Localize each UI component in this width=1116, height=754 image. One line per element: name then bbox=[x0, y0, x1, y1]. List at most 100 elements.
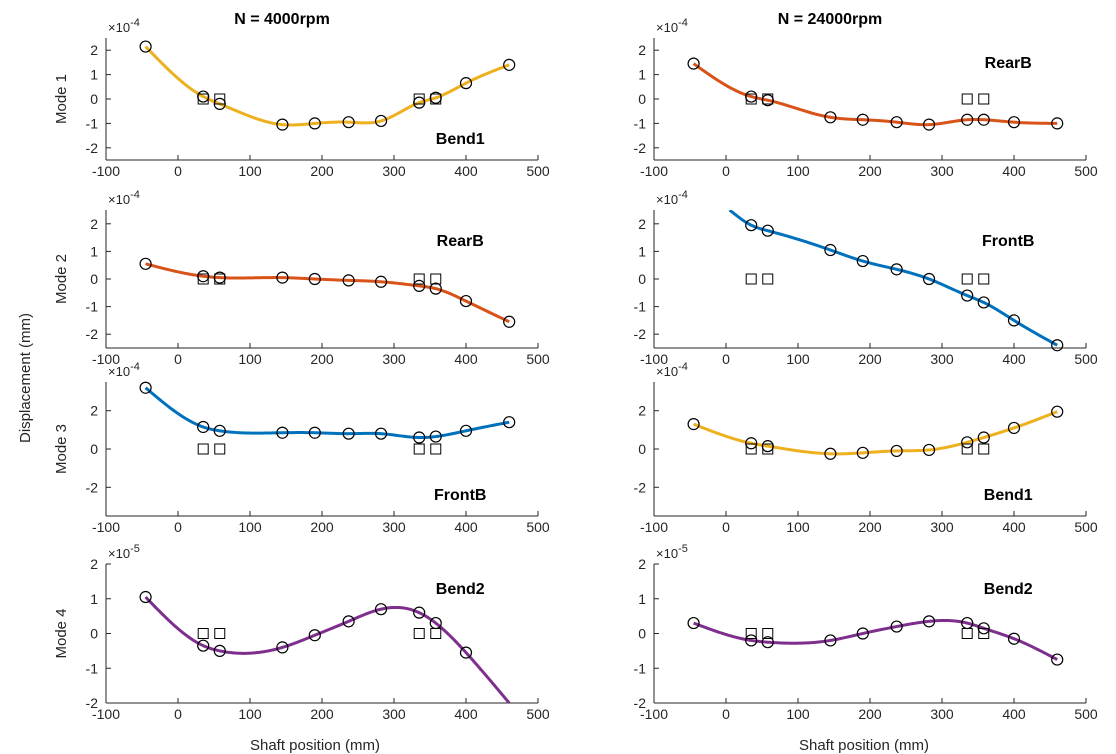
circle-marker bbox=[429, 282, 442, 295]
circle-marker bbox=[856, 446, 869, 459]
row-label: Mode 4 bbox=[53, 608, 70, 658]
x-tick-label: 500 bbox=[526, 706, 550, 722]
square-marker bbox=[961, 443, 973, 455]
circle-marker bbox=[308, 272, 321, 286]
subplot-4000rpm-mode1: -100 0 100 200 300 400 500 -2 -1 0 1 2 ×10-4 Mode 1 N … bbox=[53, 11, 550, 179]
circle-marker bbox=[139, 590, 152, 604]
circle-marker bbox=[824, 243, 837, 257]
y-tick-label: 1 bbox=[90, 591, 98, 607]
circle-marker bbox=[197, 639, 210, 652]
y-tick-label: -1 bbox=[634, 660, 647, 676]
y-tick-label: -2 bbox=[86, 140, 99, 156]
circle-marker bbox=[429, 430, 442, 443]
x-tick-label: 400 bbox=[454, 706, 478, 722]
subplot-24000rpm-mode3: -100 0 100 200 300 400 500 -2 0 2 ×10-4 Bend1 bbox=[634, 361, 1098, 535]
y-tick-label: 1 bbox=[638, 243, 646, 259]
column-title: N = 4000rpm bbox=[234, 11, 330, 28]
x-tick-label: -100 bbox=[92, 351, 120, 367]
x-tick-label: 300 bbox=[382, 519, 406, 535]
circle-marker bbox=[139, 40, 152, 53]
circle-marker bbox=[459, 77, 473, 90]
circle-marker bbox=[922, 615, 936, 628]
circle-marker bbox=[977, 113, 990, 126]
x-tick-label: 200 bbox=[858, 519, 882, 535]
x-tick-label: 100 bbox=[238, 351, 262, 367]
square-marker bbox=[961, 93, 973, 105]
circle-marker bbox=[856, 113, 869, 126]
circle-marker bbox=[824, 447, 837, 460]
x-tick-label: 100 bbox=[786, 351, 810, 367]
x-tick-label: 200 bbox=[310, 519, 334, 535]
y-tick-label: 0 bbox=[638, 91, 646, 107]
circle-marker bbox=[856, 627, 869, 640]
circle-marker bbox=[503, 416, 516, 429]
x-tick-label: 400 bbox=[454, 163, 478, 179]
y-exponent-label: ×10-4 bbox=[108, 17, 140, 35]
circle-marker bbox=[276, 118, 289, 131]
x-tick-label: 300 bbox=[930, 706, 954, 722]
circle-marker bbox=[961, 616, 974, 630]
mode-annotation: FrontB bbox=[434, 487, 486, 504]
x-tick-label: 0 bbox=[174, 351, 182, 367]
square-marker bbox=[430, 443, 442, 455]
series-line-rearb bbox=[145, 262, 510, 324]
circle-marker bbox=[761, 224, 774, 237]
circle-marker bbox=[342, 615, 355, 628]
circle-marker bbox=[374, 275, 388, 288]
circle-marker bbox=[374, 427, 388, 440]
circle-marker bbox=[922, 272, 936, 286]
mode-annotation: Bend2 bbox=[984, 581, 1033, 598]
x-tick-label: 400 bbox=[1002, 163, 1026, 179]
circle-marker bbox=[413, 96, 426, 109]
y-tick-label: 2 bbox=[90, 403, 98, 419]
circle-marker bbox=[342, 427, 355, 440]
figure-ylabel: Displacement (mm) bbox=[17, 313, 34, 443]
circle-marker bbox=[413, 279, 426, 292]
circle-marker bbox=[856, 254, 869, 268]
circle-marker bbox=[890, 263, 903, 276]
circle-marker bbox=[745, 219, 758, 232]
square-marker bbox=[978, 443, 990, 455]
y-tick-label: 0 bbox=[90, 441, 98, 457]
circle-marker bbox=[197, 420, 210, 434]
square-marker bbox=[214, 93, 226, 105]
y-tick-label: 2 bbox=[90, 216, 98, 232]
y-tick-label: 0 bbox=[90, 91, 98, 107]
x-tick-label: 200 bbox=[858, 706, 882, 722]
y-tick-label: 2 bbox=[638, 403, 646, 419]
x-tick-label: 0 bbox=[174, 163, 182, 179]
circle-marker bbox=[1051, 117, 1064, 130]
circle-marker bbox=[213, 644, 226, 657]
y-tick-label: 1 bbox=[638, 67, 646, 83]
y-tick-label: 0 bbox=[90, 271, 98, 287]
mode-annotation: FrontB bbox=[982, 233, 1034, 250]
x-tick-label: 400 bbox=[1002, 351, 1026, 367]
y-tick-label: -1 bbox=[634, 299, 647, 315]
x-tick-label: 500 bbox=[1074, 163, 1098, 179]
x-tick-label: -100 bbox=[92, 706, 120, 722]
y-tick-label: -1 bbox=[86, 115, 99, 131]
circle-marker bbox=[276, 426, 289, 439]
y-tick-label: 0 bbox=[638, 271, 646, 287]
circle-marker bbox=[213, 97, 226, 110]
column-title: N = 24000rpm bbox=[778, 11, 883, 28]
circle-marker bbox=[197, 270, 210, 283]
circle-marker bbox=[745, 634, 758, 647]
y-exponent-label: ×10-4 bbox=[656, 17, 688, 35]
circle-marker bbox=[687, 616, 700, 630]
x-tick-label: 400 bbox=[1002, 706, 1026, 722]
x-tick-label: 100 bbox=[238, 163, 262, 179]
circle-marker bbox=[308, 117, 321, 130]
x-tick-label: -100 bbox=[640, 519, 668, 535]
x-tick-label: 300 bbox=[930, 519, 954, 535]
circle-marker bbox=[745, 437, 758, 450]
row-label: Mode 1 bbox=[53, 74, 70, 124]
x-tick-label: 0 bbox=[722, 163, 730, 179]
circle-marker bbox=[961, 289, 974, 302]
circle-marker bbox=[213, 424, 226, 437]
circle-marker bbox=[139, 381, 152, 394]
y-exponent-label: ×10-5 bbox=[656, 543, 688, 561]
row-label: Mode 3 bbox=[53, 424, 70, 474]
